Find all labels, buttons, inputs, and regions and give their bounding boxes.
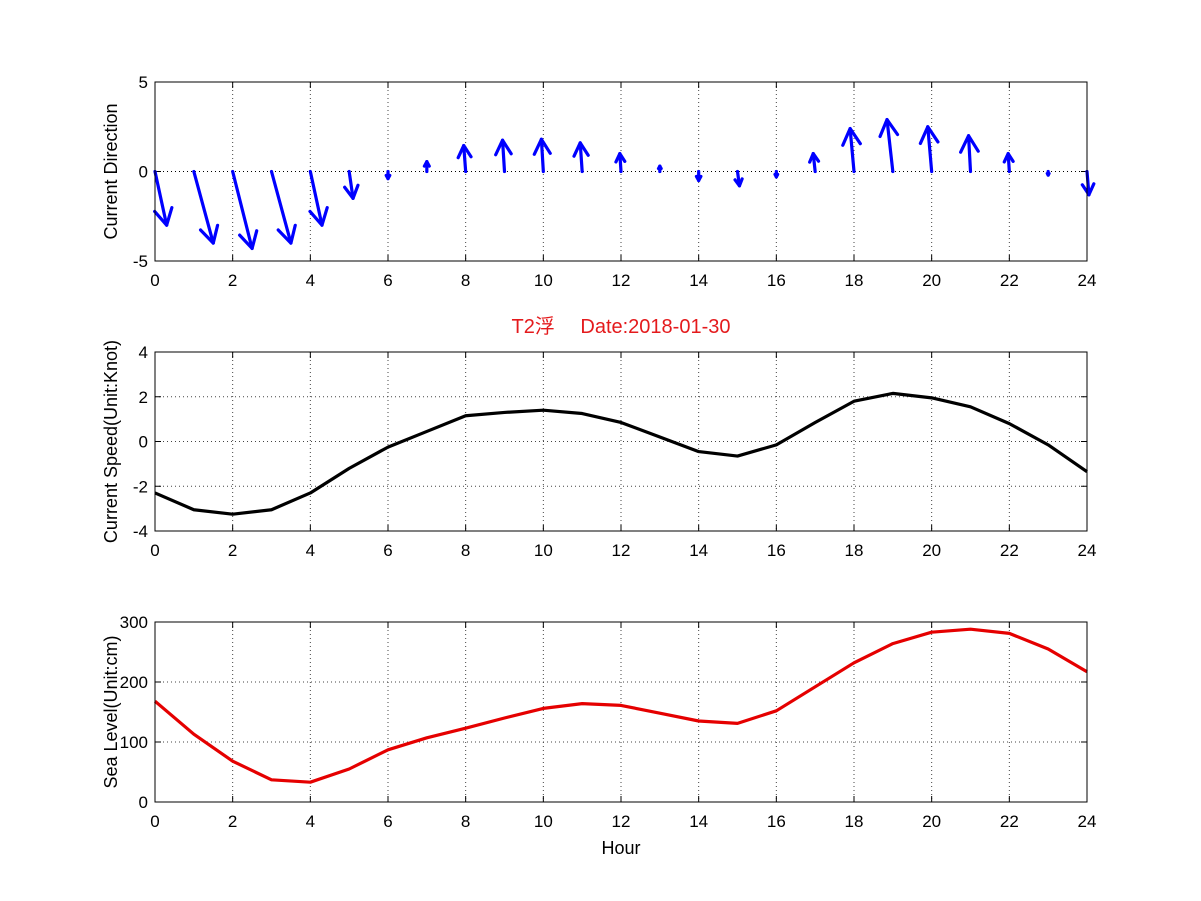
sea-level-xtick-label: 22 [1000,812,1019,831]
quiver-arrow [1045,169,1051,177]
quiver-arrow [422,160,431,174]
current-direction-xtick-label: 10 [534,271,553,290]
current-direction-xtick-label: 14 [689,271,708,290]
sea-level-ylabel: Sea Level(Unit:cm) [101,635,121,788]
quiver-arrow [656,164,663,174]
current-speed-xtick-label: 6 [383,541,392,560]
sea-level-xtick-label: 10 [534,812,553,831]
current-speed-axes-frame [154,351,1088,532]
quiver-arrow [153,169,174,227]
current-direction-xtick-label: 24 [1078,271,1097,290]
sea-level-xtick-label: 12 [612,812,631,831]
current-speed-ytick-label: -2 [133,477,148,496]
quiver-arrow [1002,152,1015,174]
current-speed-xtick-label: 18 [845,541,864,560]
current-direction-xtick-label: 16 [767,271,786,290]
quiver-arrow [384,169,392,181]
current-speed-series-line [154,391,1088,516]
current-speed-ylabel: Current Speed(Unit:Knot) [101,340,121,543]
sea-level-axes-frame [154,621,1088,803]
quiver-arrow [343,169,360,200]
sea-level-xlabel: Hour [601,838,640,858]
current-speed-xtick-label: 2 [228,541,237,560]
quiver-arrow [572,141,590,174]
current-speed-xtick-label: 24 [1078,541,1097,560]
current-speed-xtick-label: 22 [1000,541,1019,560]
current-direction-xtick-label: 2 [228,271,237,290]
current-direction-xtick-label: 8 [461,271,470,290]
quiver-arrow [808,152,821,174]
sea-level-series-line [153,627,1088,784]
current-speed-xtick-label: 20 [922,541,941,560]
quiver-arrow [878,117,900,174]
quiver-arrow [456,143,473,174]
current-direction-xtick-label: 12 [612,271,631,290]
sea-level-xtick-label: 0 [150,812,159,831]
current-direction-xtick-label: 4 [306,271,315,290]
current-direction-axes-frame [154,81,1088,262]
current-speed-ytick-label: 4 [139,343,148,362]
quiver-arrow [1080,169,1096,197]
quiver-arrow [733,169,744,188]
quiver-arrow [918,125,940,174]
current-speed-xtick-label: 0 [150,541,159,560]
quiver-arrow [959,134,980,174]
sea-level-ytick-label: 100 [120,733,148,752]
quiver-arrow [694,169,703,183]
current-direction-xtick-label: 20 [922,271,941,290]
current-direction-ylabel: Current Direction [101,103,121,239]
current-speed-xtick-label: 12 [612,541,631,560]
quiver-arrow [269,169,297,245]
sea-level-ytick-label: 300 [120,613,148,632]
current-direction-ytick-label: 0 [139,163,148,182]
chart-title: T2浮 Date:2018-01-30 [511,315,730,338]
quiver-arrow [841,126,862,174]
quiver-arrow [231,169,259,251]
current-direction-ytick-label: 5 [139,73,148,92]
sea-level-xtick-label: 14 [689,812,708,831]
quiver-arrow [614,152,627,174]
quiver-arrow [532,137,552,174]
sea-level-xtick-label: 18 [845,812,864,831]
current-speed-xtick-label: 16 [767,541,786,560]
current-speed-xtick-label: 14 [689,541,708,560]
quiver-arrow [192,169,220,245]
sea-level-xtick-label: 16 [767,812,786,831]
quiver-arrow [773,169,780,179]
current-speed-ytick-label: 2 [139,388,148,407]
quiver-arrow [308,169,329,227]
sea-level-ytick-label: 0 [139,793,148,812]
current-direction-xtick-label: 22 [1000,271,1019,290]
current-direction-xtick-label: 18 [845,271,864,290]
current-direction-ytick-label: -5 [133,252,148,271]
current-speed-xtick-label: 10 [534,541,553,560]
current-speed-ytick-label: 0 [139,433,148,452]
sea-level-xtick-label: 2 [228,812,237,831]
current-direction-xtick-label: 0 [150,271,159,290]
current-speed-xtick-label: 8 [461,541,470,560]
sea-level-xtick-label: 24 [1078,812,1097,831]
sea-level-ytick-label: 200 [120,673,148,692]
current-speed-xtick-label: 4 [306,541,315,560]
current-direction-xtick-label: 6 [383,271,392,290]
sea-level-xtick-label: 20 [922,812,941,831]
sea-level-xtick-label: 8 [461,812,470,831]
sea-level-xtick-label: 4 [306,812,315,831]
quiver-arrow [494,138,513,174]
sea-level-xtick-label: 6 [383,812,392,831]
current-speed-ytick-label: -4 [133,522,148,541]
